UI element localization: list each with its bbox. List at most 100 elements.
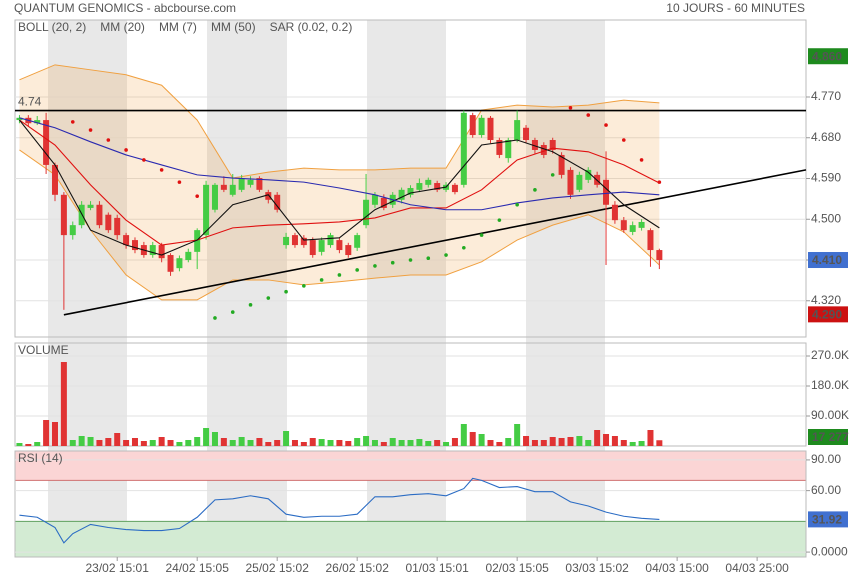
volume-bar [149, 440, 156, 446]
x-tick-label: 03/03 15:02 [565, 561, 629, 575]
volume-bar [34, 442, 41, 446]
sar-dot [142, 158, 146, 162]
candle-body [629, 225, 636, 232]
volume-bar [87, 437, 94, 446]
rsi-line [19, 477, 660, 544]
candle-body [585, 169, 592, 180]
candle-body [123, 235, 130, 246]
candle-body [114, 217, 121, 236]
candle-body [167, 255, 174, 272]
candle-body [194, 230, 201, 252]
volume-bar [567, 437, 574, 446]
legend-entry: MM (50) [211, 20, 256, 34]
candle-body [336, 240, 343, 251]
last-volume-box [808, 429, 848, 445]
volume-bar [460, 424, 467, 446]
volume-bar [354, 438, 361, 446]
volume-bar [371, 440, 378, 446]
candle-body [567, 169, 574, 195]
sar-dot [319, 278, 324, 282]
volume-bar [265, 442, 272, 446]
candle-body [247, 179, 254, 185]
candle-body [309, 240, 316, 256]
x-tick-label: 25/02 15:02 [245, 561, 309, 575]
volume-bar [363, 436, 370, 446]
candle-body [371, 194, 378, 205]
price-label-box [808, 252, 848, 269]
candle-body [558, 154, 565, 175]
moving-average [19, 119, 660, 256]
y-tick-label: 4.320 [811, 293, 841, 307]
candle-body [576, 174, 583, 190]
sar-dot [444, 253, 448, 257]
candle-body [380, 197, 387, 208]
sar-dot [586, 113, 591, 117]
volume-bar [523, 436, 530, 446]
volume-bar [336, 440, 343, 446]
volume-bar [540, 440, 547, 446]
candle-body [211, 184, 218, 210]
volume-bar [185, 440, 192, 446]
volume-bar [167, 440, 174, 446]
volume-bar [398, 440, 405, 446]
sar-dot [462, 245, 466, 250]
candle-body [345, 245, 352, 256]
candle-body [363, 199, 370, 226]
sar-dot [248, 303, 253, 307]
volume-bar [203, 428, 210, 446]
sar-dot [497, 218, 502, 222]
boll-upper [19, 64, 660, 179]
candle-body [203, 184, 210, 236]
legend-entry: SAR (0.02, 0.2) [270, 20, 353, 34]
page-title: QUANTUM GENOMICS - abcbourse.com [14, 1, 236, 15]
volume-bar [656, 440, 663, 446]
candle-body [87, 204, 94, 208]
candle-body [318, 240, 325, 252]
volume-bar [291, 440, 298, 446]
volume-bar [380, 442, 387, 446]
price-label-box [808, 48, 848, 65]
volume-bar [283, 431, 290, 446]
volume-bar [478, 434, 485, 446]
candle-body [611, 204, 618, 221]
candle-body [60, 194, 67, 236]
volume-bar [158, 437, 165, 446]
sar-dot [177, 180, 182, 184]
sar-dot [639, 158, 644, 162]
volume-bar [443, 442, 450, 446]
sar-dot [70, 120, 75, 124]
candle-body [638, 221, 645, 228]
volume-bar [69, 440, 76, 446]
volume-bar [51, 422, 58, 446]
candle-body [647, 230, 654, 251]
price-label: 4.290 [812, 308, 842, 322]
volume-bar [451, 438, 458, 446]
candle-body [540, 144, 547, 155]
candle-body [238, 178, 245, 190]
candle-body [451, 184, 458, 193]
boll-fill [19, 64, 660, 300]
candle-body [603, 179, 610, 205]
volume-bar [274, 440, 281, 446]
last-rsi-label: 31.92 [812, 513, 842, 527]
boll-lower [19, 149, 660, 301]
volume-bar [407, 440, 414, 446]
volume-bar [469, 432, 476, 446]
volume-bar [620, 440, 627, 446]
candle-body [620, 220, 627, 231]
volume-bar [603, 434, 610, 446]
price-label: 4.860 [812, 49, 842, 63]
candle-body [131, 240, 138, 251]
sar-dot [213, 316, 217, 320]
candle-body [505, 140, 512, 159]
moving-average [19, 117, 660, 211]
volume-bar [43, 420, 50, 446]
period: 10 JOURS - 60 MINUTES [666, 1, 805, 15]
volume-bar [140, 441, 147, 446]
candle-body [531, 140, 538, 150]
candle-body [327, 235, 334, 246]
candle-body [549, 140, 556, 150]
candle-body [229, 184, 236, 195]
y-tick-label: 0.0000 [811, 544, 848, 558]
volume-bar [496, 442, 503, 446]
